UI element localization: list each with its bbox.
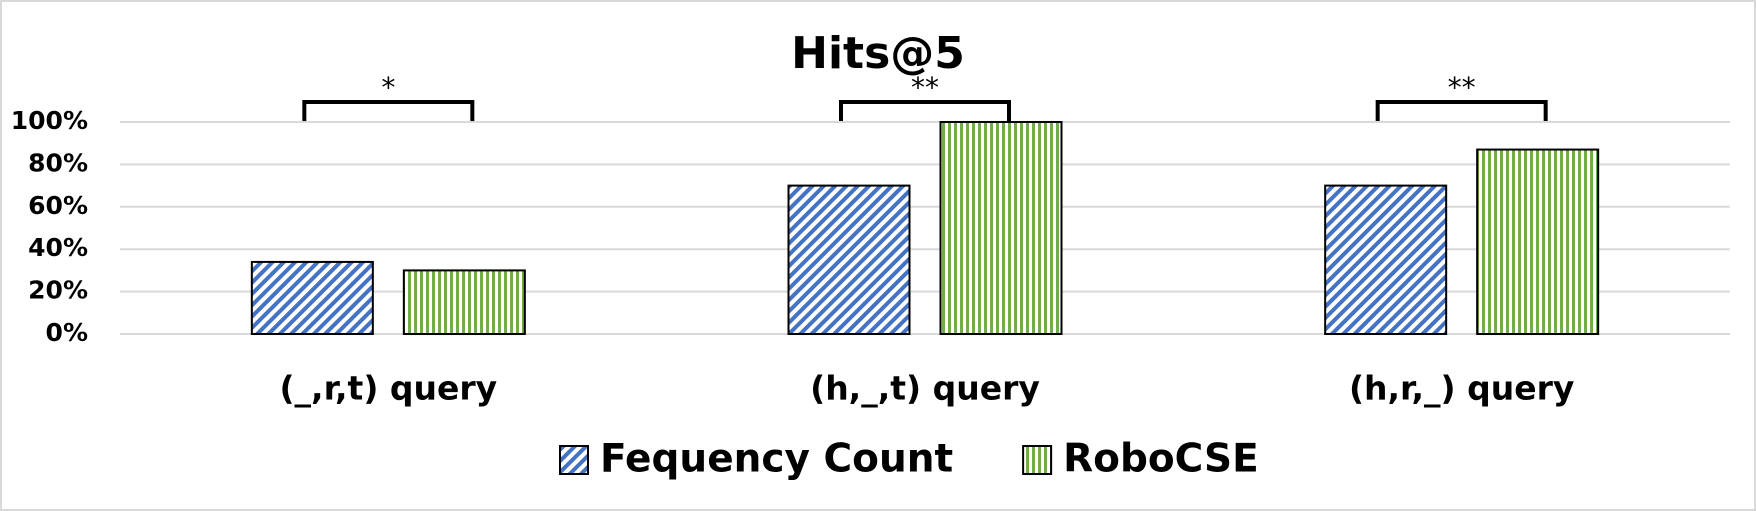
significance-bracket	[1375, 100, 1548, 121]
legend-label: RoboCSE	[1063, 437, 1259, 482]
y-tick-label: 80%	[28, 148, 88, 177]
bar	[250, 260, 374, 336]
bar	[1324, 184, 1448, 335]
y-tick-label: 40%	[28, 233, 88, 262]
chart-title: Hits@5	[791, 28, 965, 79]
y-tick-label: 60%	[28, 191, 88, 220]
y-tick-label: 20%	[28, 276, 88, 305]
significance-bracket	[302, 100, 475, 121]
bar	[787, 184, 911, 335]
x-tick-label: (_,r,t) query	[279, 369, 497, 408]
significance-marker: **	[1448, 71, 1476, 104]
significance-marker: *	[381, 71, 395, 104]
legend-swatch	[559, 445, 589, 475]
x-tick-label: (h,_,t) query	[810, 369, 1040, 408]
legend-label: Fequency Count	[600, 437, 953, 482]
y-tick-label: 100%	[11, 106, 88, 135]
bar	[939, 121, 1063, 335]
legend-swatch	[1022, 445, 1053, 475]
x-tick-label: (h,r,_) query	[1349, 369, 1574, 408]
bar	[1476, 148, 1600, 335]
bar	[402, 269, 526, 335]
significance-marker: **	[911, 71, 939, 104]
significance-bracket	[839, 100, 1011, 121]
y-tick-label: 0%	[46, 318, 88, 347]
